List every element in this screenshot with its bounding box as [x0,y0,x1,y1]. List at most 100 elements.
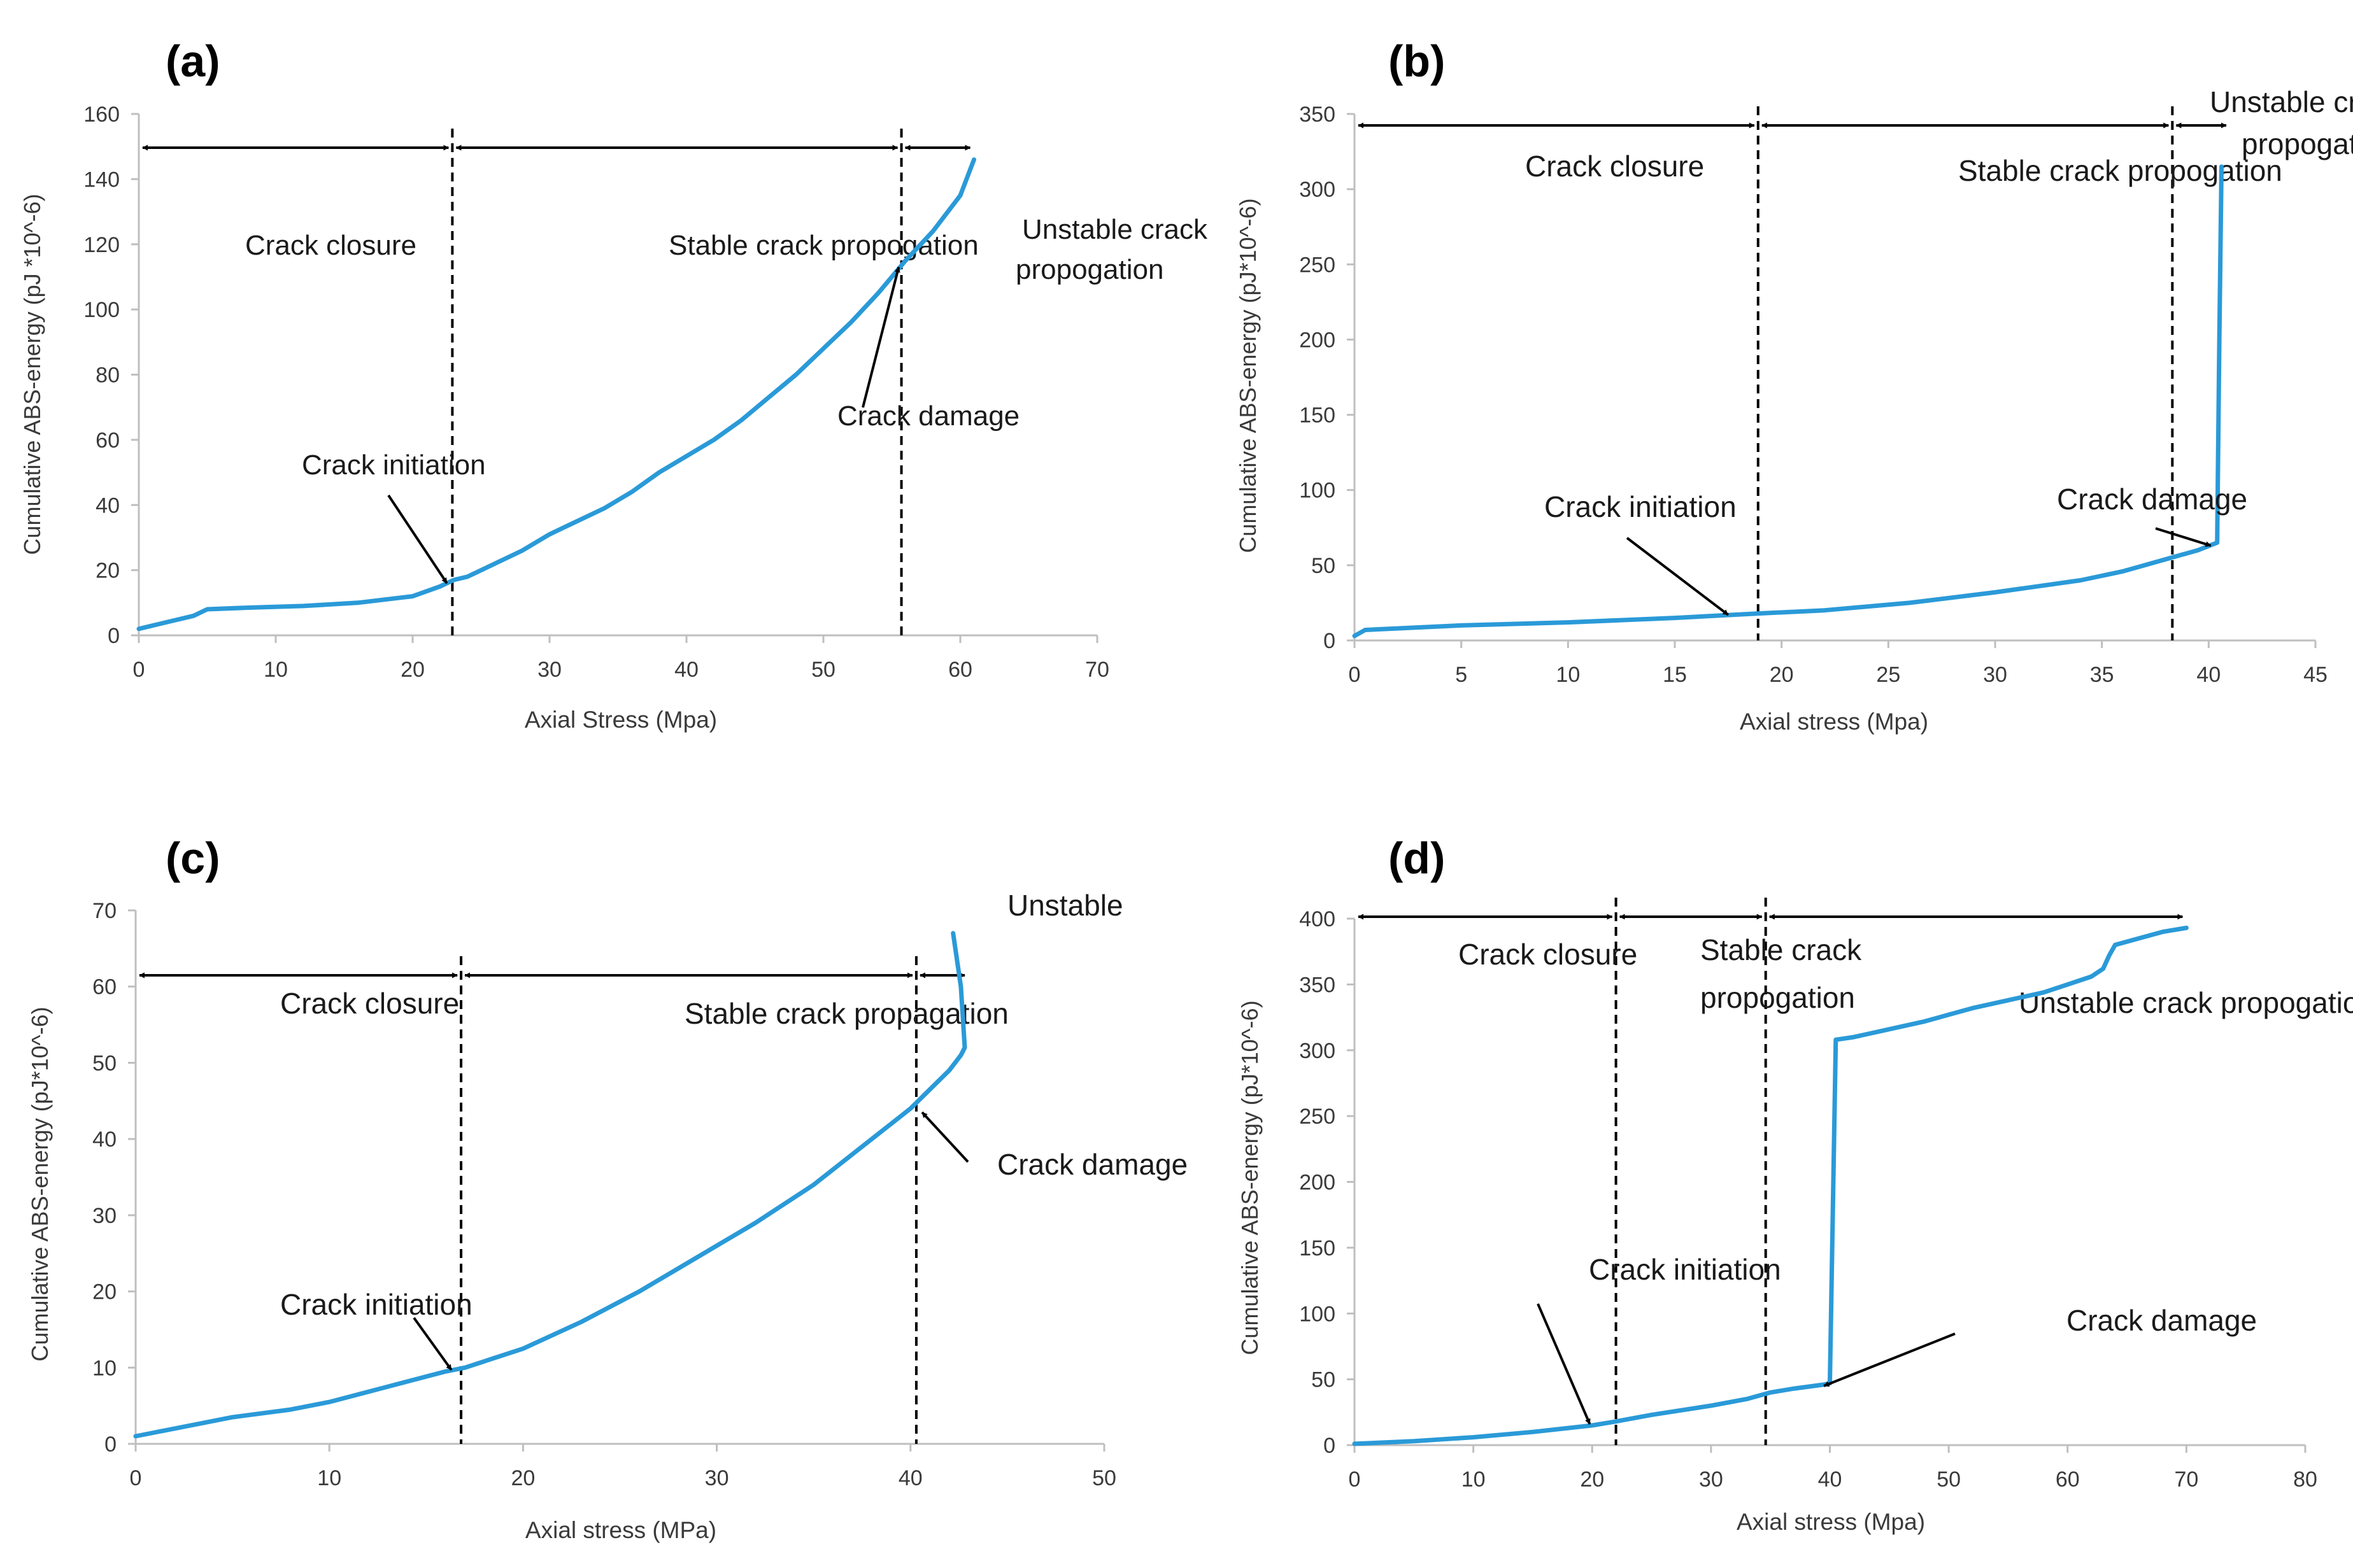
region-label: Stable crack [1700,933,1862,966]
region-label: Unstable crack [1022,214,1208,245]
y-tick-label: 30 [92,1204,117,1228]
region-label: propogation [2242,127,2353,160]
chart-panel-b: (b) 0 5 10 15 20 25 30 35 40 45 0 50 100 150 200 250 300 3… [1235,36,2353,735]
annotation-arrow [1537,1303,1591,1425]
annotation-label: Crack initiation [1589,1253,1781,1286]
region-label: Crack closure [245,230,416,261]
y-tick-label: 350 [1299,102,1335,127]
x-tick-label: 30 [1699,1467,1723,1492]
y-tick-label: 70 [92,899,117,923]
annotation-arrow [862,266,900,408]
annotation-arrow [2155,527,2212,547]
y-tick-label: 20 [92,1280,117,1304]
x-tick-label: 60 [2056,1467,2080,1492]
y-tick-label: 300 [1299,178,1335,202]
data-series-line [136,157,976,632]
x-tick-label: 70 [2174,1467,2198,1492]
x-tick-label: 15 [1663,663,1687,687]
x-tick-label: 0 [1349,1467,1361,1492]
region-label: propogation [1700,981,1855,1014]
x-tick-label: 50 [811,658,835,682]
x-tick-label: 25 [1876,663,1900,687]
y-tick-label: 200 [1299,328,1335,352]
x-tick-label: 10 [1461,1467,1486,1492]
annotation-arrow [1823,1332,1956,1387]
y-tick-label: 100 [1299,479,1335,503]
y-tick-label: 0 [108,624,120,648]
x-tick-label: 70 [1085,658,1109,682]
x-tick-label: 40 [1818,1467,1842,1492]
x-axis-label: Axial stress (MPa) [525,1517,716,1543]
annotation-arrow [387,494,448,584]
annotation-label: Crack damage [2057,483,2247,516]
region-label: Crack closure [280,987,459,1020]
x-tick-label: 10 [1556,663,1580,687]
y-axis-label: Cumulative ABS-energy (pJ *10^-6) [19,194,45,554]
x-axis-label: Axial Stress (Mpa) [525,707,717,733]
y-axis-label: Cumulative ABS-energy (pJ*10^-6) [1237,1000,1263,1355]
x-tick-label: 20 [401,658,425,682]
y-tick-label: 100 [83,298,120,322]
x-tick-label: 20 [1580,1467,1604,1492]
y-tick-label: 150 [1299,404,1335,428]
y-tick-label: 120 [83,233,120,257]
x-tick-label: 10 [317,1466,341,1490]
data-series-line [1352,164,2224,639]
x-tick-label: 40 [2196,663,2221,687]
y-tick-label: 50 [1311,1368,1335,1392]
y-tick-label: 60 [96,428,120,453]
x-tick-label: 0 [130,1466,142,1490]
x-tick-label: 40 [899,1466,923,1490]
y-tick-label: 400 [1299,907,1335,931]
x-tick-label: 5 [1455,663,1467,687]
x-tick-label: 30 [1983,663,2007,687]
y-tick-label: 50 [1311,554,1335,578]
panel-title: (a) [166,36,220,86]
x-tick-label: 40 [674,658,699,682]
x-tick-label: 50 [1092,1466,1116,1490]
data-series-line [133,931,967,1439]
x-tick-label: 20 [1770,663,1794,687]
x-tick-label: 60 [948,658,972,682]
y-tick-label: 140 [83,167,120,192]
y-tick-label: 40 [96,493,120,518]
annotation-label: Crack initiation [280,1288,473,1321]
y-tick-label: 250 [1299,1105,1335,1129]
y-tick-label: 60 [92,975,117,999]
x-tick-label: 30 [705,1466,729,1490]
chart-panel-a: (a) 0 10 20 30 40 50 60 70 0 20 40 60 80 100 120 140 160 A… [19,36,1208,733]
region-label: Unstable [1007,889,1123,922]
x-tick-label: 0 [133,658,145,682]
x-tick-label: 80 [2293,1467,2317,1492]
chart-panel-d: (d) 0 10 20 30 40 50 60 70 80 0 50 100 150 200 250 300 35… [1237,833,2353,1535]
y-tick-label: 10 [92,1356,117,1380]
x-tick-label: 0 [1349,663,1361,687]
y-tick-label: 350 [1299,973,1335,997]
x-tick-label: 30 [537,658,562,682]
y-tick-label: 250 [1299,253,1335,277]
region-label: Unstable crack [2210,85,2353,118]
panel-title: (b) [1388,36,1445,86]
chart-panel-c: (c) 0 10 20 30 40 50 0 10 20 30 40 50 60 70 Axial stres… [27,833,1188,1543]
y-tick-label: 80 [96,364,120,388]
annotation-label: Crack initiation [1544,490,1737,523]
y-tick-label: 200 [1299,1171,1335,1195]
y-tick-label: 0 [1323,1434,1335,1458]
data-series-line [1352,926,2189,1446]
annotation-label: Crack damage [2066,1304,2257,1337]
x-tick-label: 35 [2090,663,2114,687]
region-label: propogation [1016,254,1163,285]
annotation-arrow [413,1317,453,1371]
x-tick-label: 45 [2303,663,2328,687]
annotation-arrow [1626,537,1730,616]
x-axis-label: Axial stress (Mpa) [1737,1509,1925,1535]
region-label: Unstable crack propogation [2019,986,2353,1019]
y-tick-label: 40 [92,1127,117,1152]
y-axis-label: Cumulative ABS-energy (pJ*10^-6) [1235,198,1261,553]
x-tick-label: 20 [511,1466,535,1490]
region-label: Crack closure [1458,938,1637,971]
x-tick-label: 10 [264,658,288,682]
annotation-label: Crack initiation [302,449,486,481]
region-label: Stable crack propogation [1958,154,2282,187]
